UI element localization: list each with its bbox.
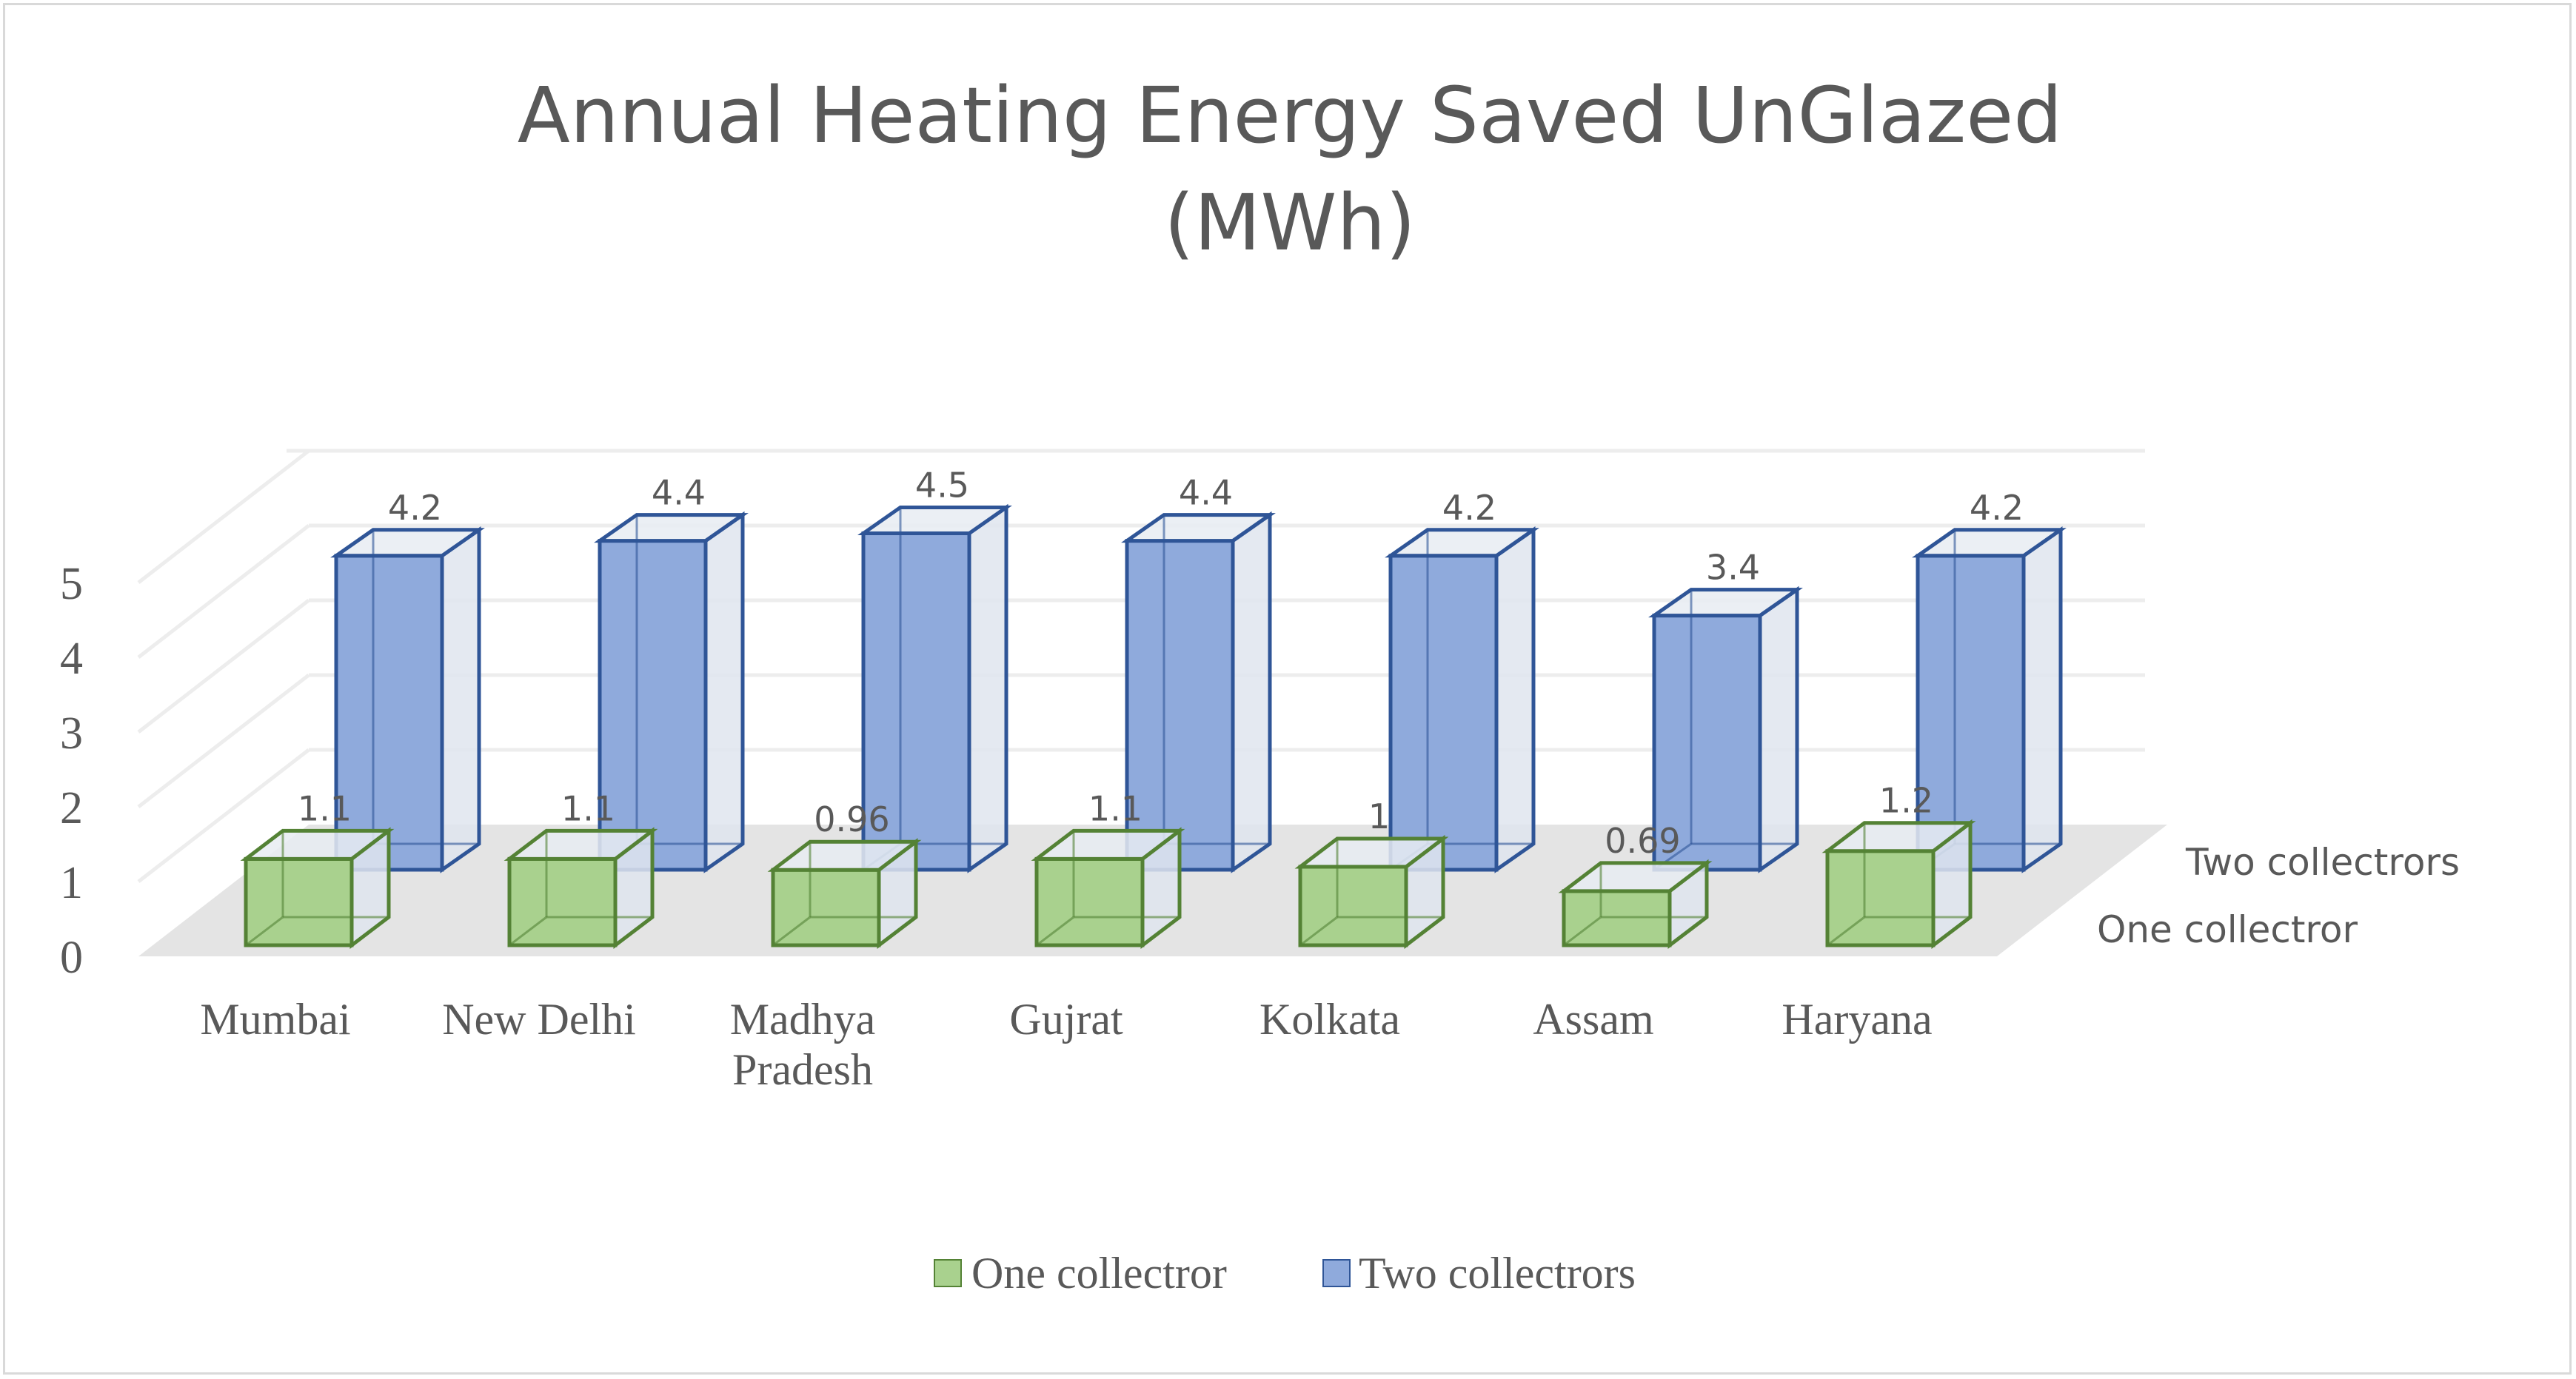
bar-two-collectors [330, 526, 485, 873]
legend-label-one-collector: One collectror [971, 1249, 1227, 1298]
bar-one-collector-top [1558, 861, 1713, 893]
bar-two-collectors-value-label: 4.2 [388, 488, 442, 528]
bar-two-collectors-front [1652, 614, 1762, 872]
bar-two-collectors-top [1121, 513, 1276, 543]
depth-axis-label: One collectror [2097, 908, 2358, 951]
bar-one-collector [1294, 834, 1449, 950]
bar-one-collector-back-edge [772, 916, 811, 947]
bar-one-collector [1558, 859, 1713, 950]
bar-two-collectors-front [598, 539, 708, 872]
bar-one-collector [240, 827, 395, 950]
bar-one-collector-top [767, 839, 922, 872]
bar-two-collectors-side [1494, 526, 1536, 873]
bar-one-collector-back-edge [1036, 916, 1074, 947]
bar-two-collectors-top [1648, 588, 1803, 618]
bar-two-collectors-top [330, 528, 485, 558]
chart-title: Annual Heating Energy Saved UnGlazed [518, 70, 2063, 161]
x-tick-label: Kolkata [1259, 995, 1400, 1044]
side-gridline [137, 674, 310, 808]
depth-axis-label: Two collectrors [2185, 841, 2460, 884]
bar-one-collector-top [240, 828, 395, 861]
chart-title-unit: (MWh) [1164, 178, 1416, 268]
bar-two-collectors-top [1912, 528, 2067, 558]
bar-one-collector-front [1825, 849, 1936, 947]
bar-two-collectors [1648, 586, 1803, 873]
bar-one-collector [767, 838, 922, 950]
y-tick-label: 3 [60, 708, 83, 759]
legend-swatch-two-collectors [1322, 1259, 1351, 1287]
bar-one-collector-value-label: 1.1 [561, 788, 615, 828]
bar-one-collector-top [504, 828, 658, 861]
bar-one-collector-back-edge [1563, 916, 1602, 947]
y-tick-label: 4 [60, 634, 83, 684]
bar-two-collectors-side [2021, 526, 2063, 873]
y-tick-label: 2 [60, 783, 83, 833]
x-tick-label: Madhya [730, 995, 876, 1044]
bar-two-collectors-side [1231, 511, 1272, 873]
bar-one-collector-value-label: 1.2 [1879, 781, 1933, 821]
bar-two-collectors-value-label: 3.4 [1706, 548, 1760, 588]
chart-frame: Annual Heating Energy Saved UnGlazed (MW… [3, 3, 2572, 1375]
y-tick-label: 0 [60, 933, 83, 983]
bar-two-collectors-top [594, 513, 749, 543]
x-tick-label: Gujrat [1009, 995, 1123, 1044]
legend-swatch-one-collector [934, 1259, 962, 1287]
bar-two-collectors-side [967, 503, 1008, 873]
bar-one-collector-value-label: 1.1 [1088, 788, 1143, 828]
bar-two-collectors-front [861, 531, 971, 872]
bar-one-collector-value-label: 0.69 [1605, 821, 1680, 861]
bar-two-collectors-value-label: 4.2 [1970, 488, 2024, 528]
bar-one-collector [1031, 827, 1185, 950]
bars [240, 503, 2067, 950]
side-gridline [137, 599, 310, 734]
bar-two-collectors-side [1758, 586, 1799, 873]
bar-two-collectors-side [440, 526, 481, 873]
bar-two-collectors-front [1125, 539, 1235, 872]
bar-two-collectors [1385, 526, 1539, 873]
x-tick-label: Haryana [1782, 995, 1932, 1044]
bar-one-collector-value-label: 1.1 [298, 788, 352, 828]
bar-two-collectors-front [1916, 554, 2026, 872]
bar-one-collector [504, 827, 658, 950]
y-tick-label: 1 [60, 858, 83, 908]
bar-one-collector-value-label: 0.96 [814, 799, 889, 839]
bar-one-collector-back-edge [1299, 916, 1338, 947]
bar-two-collectors-value-label: 4.2 [1442, 488, 1496, 528]
bar-one-collector-back-edge [509, 916, 547, 947]
bar-two-collectors-front [1388, 554, 1499, 872]
bar-one-collector-top [1294, 836, 1449, 869]
y-tick-label: 5 [60, 559, 83, 609]
x-tick-label: Mumbai [200, 995, 350, 1044]
bar-one-collector-top [1031, 828, 1185, 861]
bar-two-collectors [594, 511, 749, 873]
data-labels: 4.2 4.4 4.5 4.4 4.2 3.4 4.2 1.1 1.1 0.96 1.1 1 0.69 1… [298, 466, 2024, 861]
bar-one-collector-top [1821, 821, 1976, 853]
side-gridline [137, 748, 310, 883]
bar-two-collectors-value-label: 4.4 [652, 473, 706, 513]
bar-two-collectors-value-label: 4.4 [1179, 473, 1233, 513]
x-tick-label: Assam [1533, 995, 1653, 1044]
bar-one-collector-back-edge [1827, 916, 1865, 947]
bar-two-collectors [857, 503, 1012, 873]
legend-label-two-collectors: Two collectrors [1359, 1249, 1636, 1298]
side-gridline [137, 524, 310, 659]
bar-two-collectors-top [1385, 528, 1539, 558]
side-gridline [137, 449, 310, 584]
bar-two-collectors-value-label: 4.5 [915, 466, 969, 506]
bar-two-collectors-top [857, 506, 1012, 535]
chart-canvas: Annual Heating Energy Saved UnGlazed (MW… [60, 70, 2460, 1298]
x-tick-label: New Delhi [442, 995, 636, 1044]
bar-one-collector [1821, 819, 1976, 950]
bar-one-collector-value-label: 1 [1368, 796, 1390, 836]
legend: One collectror Two collectrors [934, 1249, 1636, 1298]
bar-two-collectors [1912, 526, 2067, 873]
bar-two-collectors-side [703, 511, 745, 873]
x-tick-label: Pradesh [732, 1045, 873, 1094]
bar-one-collector-back-edge [245, 916, 284, 947]
bar-two-collectors-front [334, 554, 444, 872]
bar-two-collectors [1121, 511, 1276, 873]
